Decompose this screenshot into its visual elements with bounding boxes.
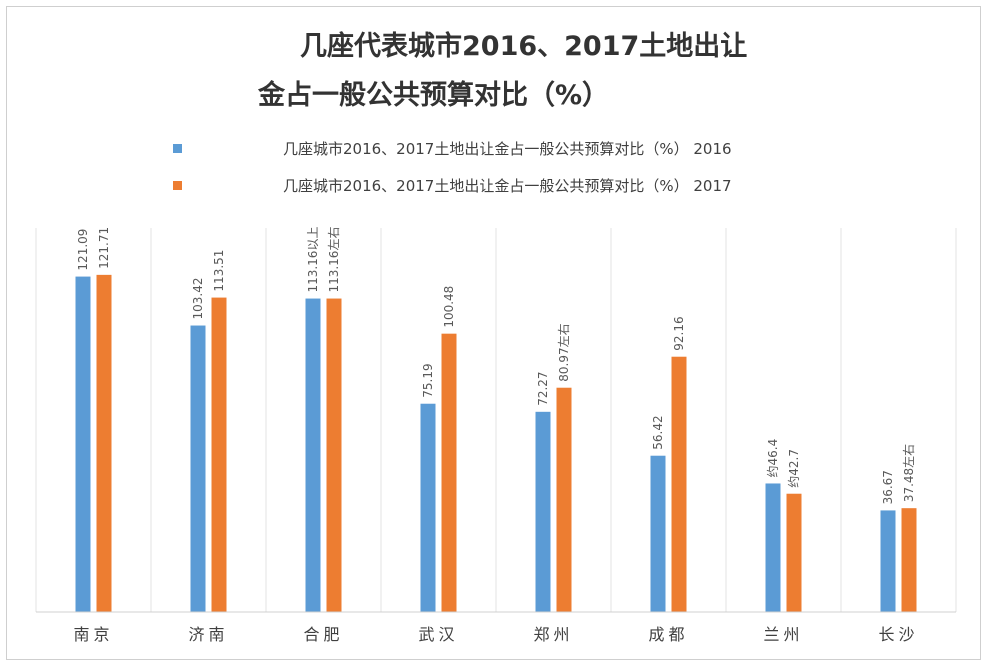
category-label-7: 长沙 xyxy=(878,625,918,644)
value-label-2017-1: 113.51 xyxy=(212,250,226,292)
value-label-2016-5: 56.42 xyxy=(651,415,665,449)
bar-2016-1 xyxy=(190,325,206,612)
bar-2016-2 xyxy=(305,298,321,612)
bar-2017-6 xyxy=(786,493,802,612)
legend-label-2017: 几座城市2016、2017土地出让金占一般公共预算对比（%） 2017 xyxy=(283,177,732,195)
category-label-6: 兰州 xyxy=(763,625,803,644)
chart-title-line1: 几座代表城市2016、2017土地出让 xyxy=(300,30,747,62)
bar-2016-6 xyxy=(765,483,781,612)
value-label-2016-6: 约46.4 xyxy=(765,439,780,478)
category-label-5: 成都 xyxy=(648,625,688,644)
category-label-4: 郑州 xyxy=(533,625,573,644)
category-labels: 南京 济南 合肥 武汉 郑州 成都 兰州 长沙 xyxy=(73,625,918,644)
category-label-3: 武汉 xyxy=(418,625,458,644)
bar-2016-5 xyxy=(650,455,666,612)
value-label-2017-0: 121.71 xyxy=(97,227,111,269)
legend-label-2016: 几座城市2016、2017土地出让金占一般公共预算对比（%） 2016 xyxy=(283,140,732,158)
value-label-2016-3: 75.19 xyxy=(421,363,435,397)
value-label-2017-4: 80.97左右 xyxy=(556,323,571,381)
value-label-2016-0: 121.09 xyxy=(76,229,90,271)
bar-2017-7 xyxy=(901,508,917,612)
bar-2016-4 xyxy=(535,411,551,612)
value-label-2016-4: 72.27 xyxy=(536,371,550,405)
bar-series xyxy=(75,274,917,612)
bar-2017-4 xyxy=(556,387,572,612)
value-labels: 121.09 121.71 103.42 113.51 113.16以上 113.16左右… xyxy=(76,227,916,505)
bar-2016-7 xyxy=(880,510,896,612)
bar-2017-5 xyxy=(671,356,687,612)
bar-2017-0 xyxy=(96,274,112,612)
chart-title-line2: 金占一般公共预算对比（%） xyxy=(257,79,609,111)
legend: 几座城市2016、2017土地出让金占一般公共预算对比（%） 2016 几座城市… xyxy=(173,140,732,195)
value-label-2017-3: 100.48 xyxy=(442,286,456,328)
category-label-2: 合肥 xyxy=(303,625,343,644)
bar-2017-2 xyxy=(326,298,342,612)
bar-2017-1 xyxy=(211,297,227,612)
bar-2017-3 xyxy=(441,333,457,612)
category-dividers xyxy=(35,228,957,612)
bar-2016-0 xyxy=(75,276,91,612)
category-label-0: 南京 xyxy=(73,625,113,644)
category-label-1: 济南 xyxy=(188,625,228,644)
value-label-2016-1: 103.42 xyxy=(191,278,205,320)
bar-2016-3 xyxy=(420,403,436,612)
legend-swatch-2017 xyxy=(173,181,182,190)
value-label-2017-2: 113.16左右 xyxy=(326,227,341,293)
value-label-2017-7: 37.48左右 xyxy=(901,444,916,502)
value-label-2016-7: 36.67 xyxy=(881,470,895,504)
value-label-2017-5: 92.16 xyxy=(672,316,686,350)
value-label-2016-2: 113.16以上 xyxy=(306,227,320,293)
chart-frame xyxy=(6,6,981,660)
value-label-2017-6: 约42.7 xyxy=(786,449,801,488)
legend-swatch-2016 xyxy=(173,144,182,153)
